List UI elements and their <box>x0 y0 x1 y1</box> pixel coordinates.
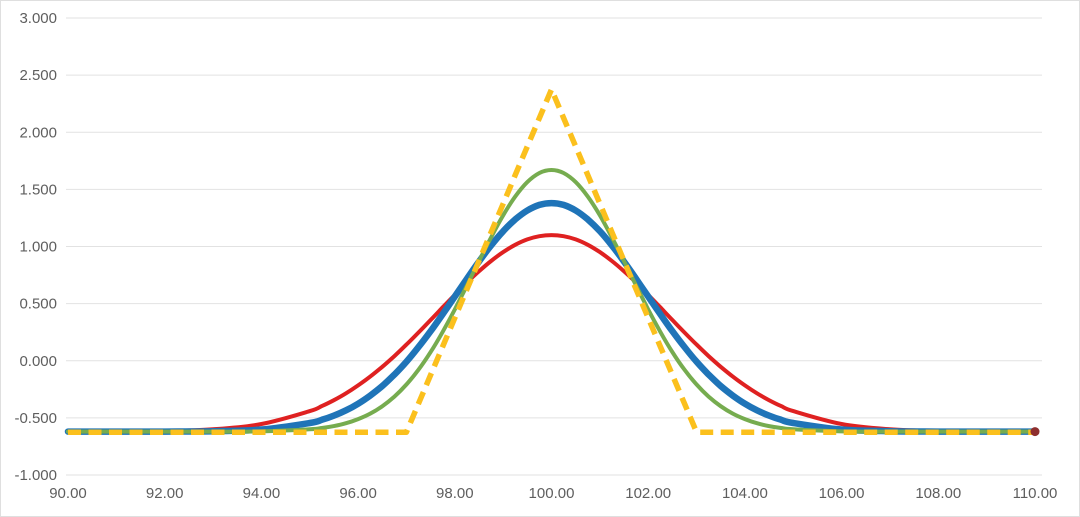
y-axis-tick-label: 3.000 <box>19 10 57 27</box>
series-red-curve-line <box>66 233 1037 434</box>
y-axis-tick-label: 2.000 <box>19 124 57 141</box>
series-end-marker-dot <box>1030 427 1040 437</box>
series-green-curve-line <box>66 168 1037 434</box>
x-axis-tick-label: 108.00 <box>915 485 961 502</box>
x-axis-tick-label: 110.00 <box>1013 485 1058 502</box>
y-axis-tick-label: 1.500 <box>19 181 57 198</box>
series-blue-curve-line <box>64 199 1039 435</box>
x-axis-tick-label: 92.00 <box>146 485 184 502</box>
x-axis-tick-label: 90.00 <box>49 485 87 502</box>
x-axis-tick-label: 96.00 <box>339 485 377 502</box>
x-axis-tick-label: 102.00 <box>625 485 671 502</box>
y-axis-tick-label: 1.000 <box>19 239 57 256</box>
series-yellow-dashed-triangle-line <box>68 86 1035 435</box>
x-axis-tick-label: 104.00 <box>722 485 768 502</box>
x-axis-tick-label: 106.00 <box>819 485 865 502</box>
x-axis-tick-label: 98.00 <box>436 485 474 502</box>
y-axis-tick-label: 0.500 <box>19 296 57 313</box>
x-axis-tick-label: 94.00 <box>243 485 281 502</box>
y-axis-tick-label: -0.500 <box>14 410 57 427</box>
y-axis-tick-label: 0.000 <box>19 353 57 370</box>
x-axis-tick-label: 100.00 <box>529 485 575 502</box>
y-axis-tick-label: -1.000 <box>14 467 57 484</box>
y-axis-tick-label: 2.500 <box>19 67 57 84</box>
